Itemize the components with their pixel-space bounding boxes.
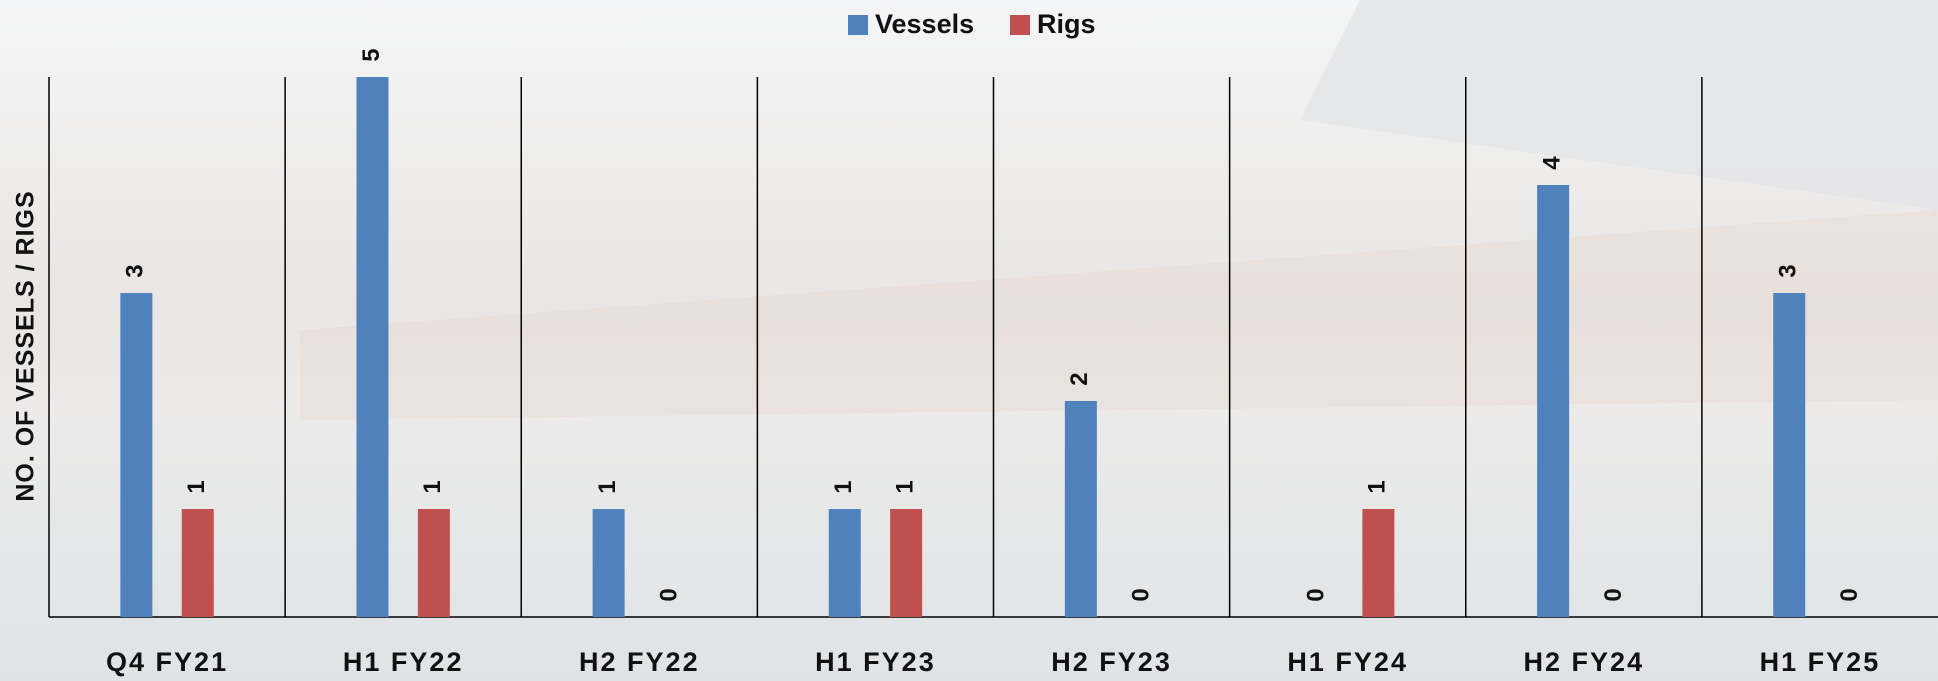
bar [1537, 185, 1570, 617]
bar [1064, 401, 1097, 617]
legend-swatch [1010, 15, 1030, 35]
data-label: 0 [1128, 588, 1155, 601]
x-tick-label: H1 FY22 [343, 647, 464, 677]
data-label: 0 [655, 588, 682, 601]
data-label: 1 [183, 480, 210, 493]
ship-bow [1300, 0, 1938, 210]
data-label: 0 [1600, 588, 1627, 601]
legend-label: Vessels [875, 9, 974, 39]
data-label: 1 [419, 480, 446, 493]
data-label: 0 [1836, 588, 1863, 601]
data-label: 1 [830, 480, 857, 493]
bar [356, 77, 389, 617]
bar [181, 509, 214, 617]
bar [1362, 509, 1395, 617]
legend-label: Rigs [1037, 9, 1096, 39]
data-label: 1 [891, 480, 918, 493]
data-label: 4 [1538, 156, 1565, 170]
x-tick-label: H2 FY23 [1051, 647, 1172, 677]
data-label: 1 [1364, 480, 1391, 493]
data-label: 1 [594, 480, 621, 493]
x-tick-label: H1 FY24 [1287, 647, 1408, 677]
x-tick-label: Q4 FY21 [106, 647, 228, 677]
bar [592, 509, 625, 617]
data-label: 2 [1066, 372, 1093, 385]
bar [1773, 293, 1806, 617]
bar [120, 293, 153, 617]
bar [828, 509, 861, 617]
x-tick-label: H1 FY23 [815, 647, 936, 677]
ship-hull [300, 210, 1938, 420]
bar [890, 509, 923, 617]
data-label: 0 [1302, 588, 1329, 601]
legend-swatch [848, 15, 868, 35]
x-tick-label: H2 FY24 [1524, 647, 1645, 677]
y-axis-label: NO. OF VESSELS / RIGS [12, 190, 40, 501]
x-tick-label: H2 FY22 [579, 647, 700, 677]
data-label: 5 [358, 48, 385, 61]
x-tick-label: H1 FY25 [1760, 647, 1881, 677]
bar [417, 509, 450, 617]
data-label: 3 [122, 264, 149, 277]
data-label: 3 [1775, 264, 1802, 277]
